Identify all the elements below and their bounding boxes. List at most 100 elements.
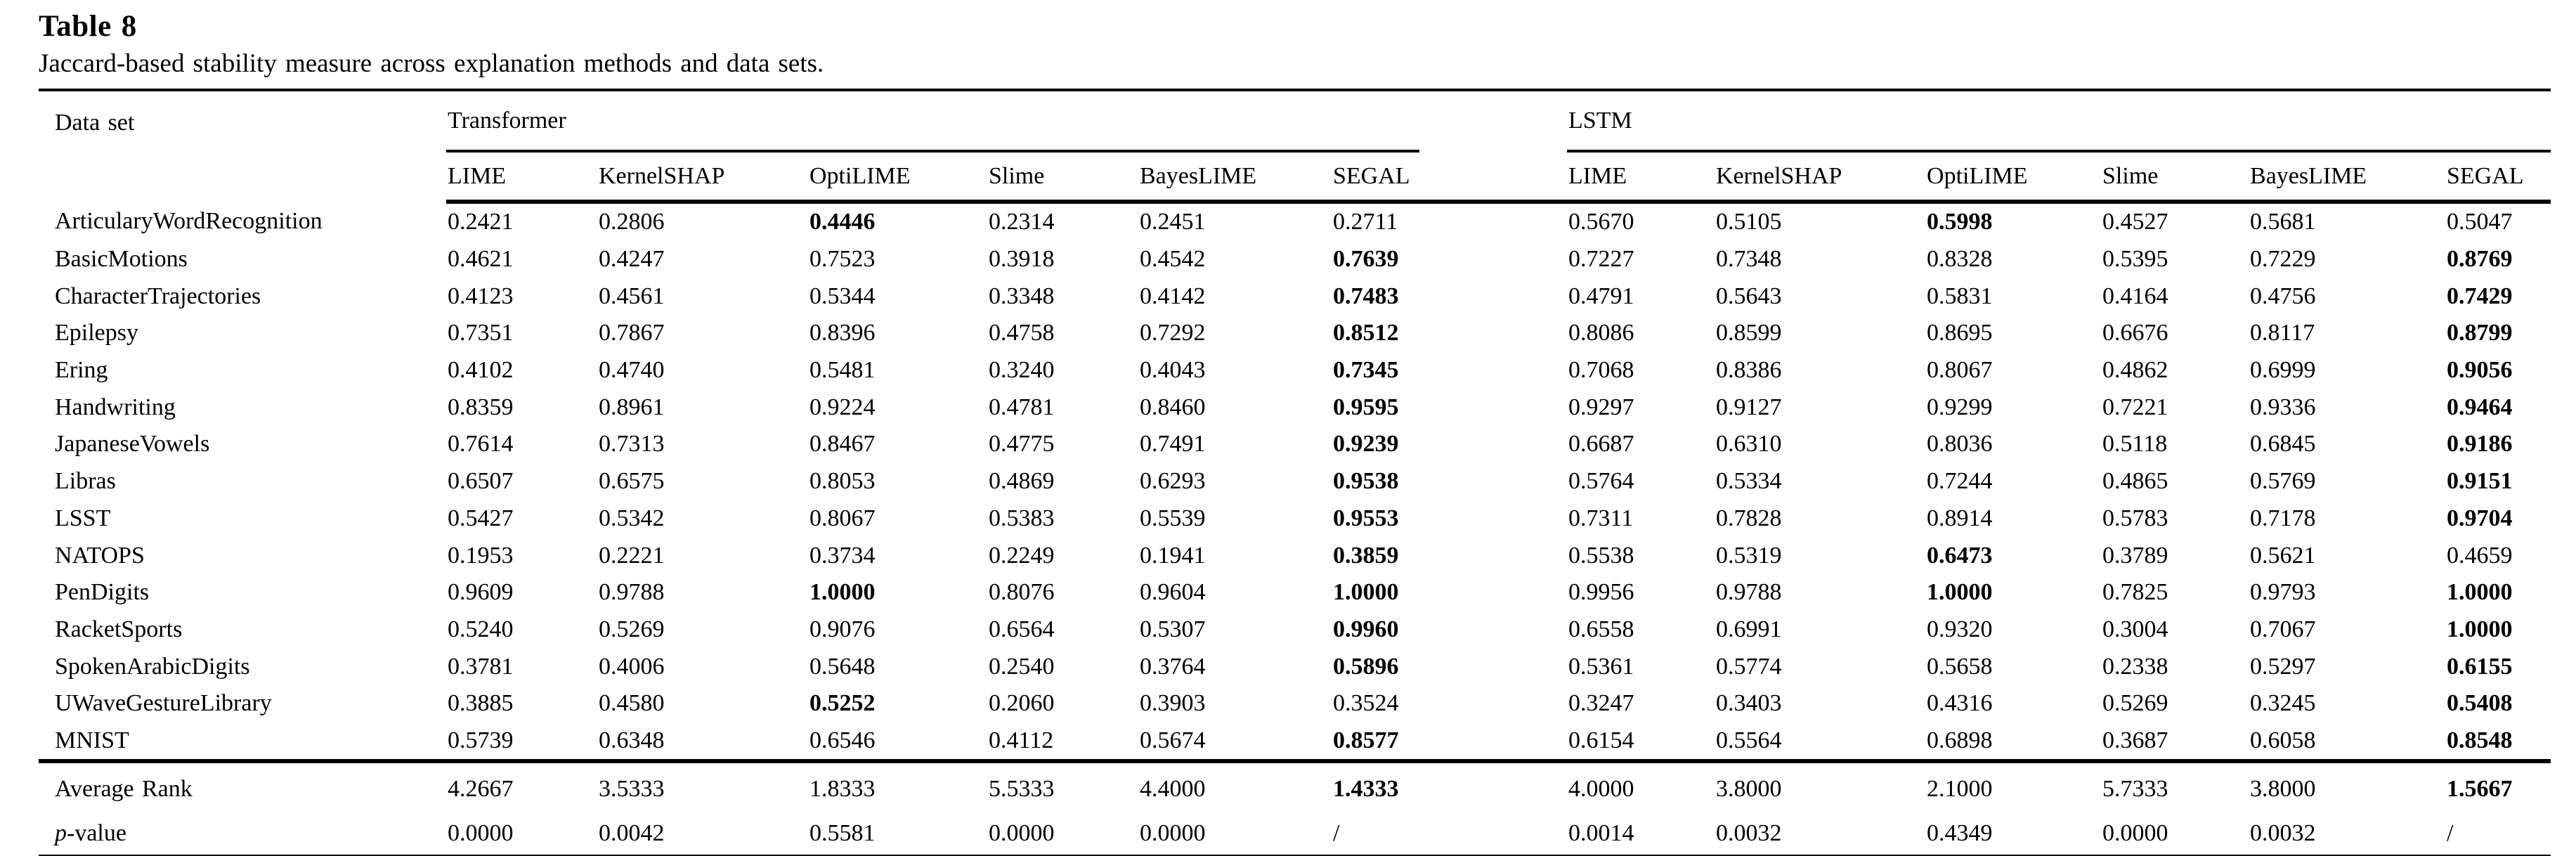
value-cell: 0.4791 (1568, 283, 1634, 309)
value-cell: 0.7614 (448, 431, 514, 458)
value-cell: 0.9320 (1927, 616, 1993, 642)
value-cell: 0.2711 (1333, 209, 1398, 235)
summary-value-cell: 0.0032 (1715, 812, 1926, 856)
value-cell: 0.5408 (2447, 690, 2513, 717)
value-cell: 1.0000 (2447, 616, 2513, 642)
value-cell: 0.7429 (2447, 283, 2513, 309)
value-cell: 0.1953 (448, 542, 514, 569)
group-header-transformer: Transformer (446, 90, 1567, 153)
summary-value-cell: 4.2667 (448, 776, 514, 803)
value-cell: 0.4142 (1140, 283, 1206, 309)
dataset-name-cell: RacketSports (55, 616, 183, 642)
table-row: MNIST 0.5739 0.6348 0.6546 0.4112 0.5674… (39, 722, 2551, 764)
dataset-name-cell: CharacterTrajectories (55, 283, 261, 309)
value-cell: 0.5118 (2102, 431, 2168, 458)
value-cell: 0.5764 (1568, 468, 1634, 495)
group-header-lstm: LSTM (1567, 90, 2551, 153)
table-row: Ering 0.4102 0.4740 0.5481 0.3240 0.4043… (39, 352, 2551, 389)
value-cell: 0.8695 (1927, 320, 1993, 346)
value-cell: 0.6845 (2250, 431, 2316, 458)
value-cell: 0.8086 (1568, 320, 1634, 346)
summary-value-cell: 4.0000 (1568, 776, 1634, 803)
value-cell: 0.9239 (1333, 431, 1399, 458)
col-transformer-optilime: OptiLIME (808, 153, 987, 204)
dataset-column-header: Data set (55, 110, 135, 136)
value-cell: 0.9186 (2447, 431, 2513, 458)
value-cell: 0.7068 (1568, 357, 1634, 384)
dataset-name-cell: NATOPS (55, 542, 145, 569)
table-row: Libras 0.6507 0.6575 0.8053 0.4869 0.629… (39, 463, 2551, 500)
value-cell: 0.8512 (1333, 320, 1399, 346)
table-body: ArticularyWordRecognition 0.2421 0.2806 … (39, 202, 2551, 764)
value-cell: 0.5383 (989, 505, 1055, 531)
value-cell: 0.4527 (2102, 209, 2168, 235)
value-cell: 0.4247 (599, 246, 665, 273)
value-cell: 0.7229 (2250, 246, 2316, 273)
value-cell: 0.2060 (989, 690, 1055, 717)
value-cell: 0.4112 (987, 722, 1138, 764)
value-cell: 0.5269 (2102, 690, 2168, 717)
value-cell: 0.5774 (1716, 653, 1782, 680)
value-cell: 0.4865 (2102, 468, 2168, 495)
table-caption: Jaccard-based stability measure across e… (39, 49, 824, 78)
value-cell: 0.7639 (1333, 246, 1399, 273)
dataset-name-cell: LSST (55, 505, 111, 531)
value-cell: 0.9553 (1333, 505, 1399, 531)
value-cell: 0.9224 (809, 394, 876, 420)
value-cell: 0.5681 (2250, 209, 2316, 235)
summary-label-italic: p (55, 820, 67, 847)
value-cell: 0.3781 (448, 653, 514, 680)
table-row: CharacterTrajectories 0.4123 0.4561 0.53… (39, 278, 2551, 315)
value-cell: 0.5539 (1140, 505, 1206, 531)
table-row: SpokenArabicDigits 0.3781 0.4006 0.5648 … (39, 648, 2551, 685)
value-cell: 0.8117 (2250, 320, 2315, 346)
value-cell: 0.7491 (1140, 431, 1206, 458)
value-cell: 0.8053 (809, 468, 876, 495)
value-cell: 0.4781 (989, 394, 1055, 420)
dataset-name-cell: Ering (55, 357, 108, 384)
value-cell: 0.3524 (1333, 690, 1399, 717)
summary-label: Average Rank (55, 776, 193, 803)
value-cell: 0.9076 (809, 616, 876, 642)
value-cell: 0.4446 (809, 209, 876, 235)
value-cell: 0.9336 (2250, 394, 2316, 420)
value-cell: 0.7292 (1140, 320, 1206, 346)
value-cell: 0.2540 (989, 653, 1055, 680)
value-cell: 0.4043 (1140, 357, 1206, 384)
dataset-name-cell: Handwriting (55, 394, 176, 420)
value-cell: 0.6293 (1140, 468, 1206, 495)
summary-value-cell: 1.8333 (809, 776, 876, 803)
value-cell: 0.5481 (809, 357, 876, 384)
dataset-name-cell: MNIST (39, 722, 446, 764)
summary-value-cell: 0.0000 (446, 812, 597, 856)
value-cell: 0.2314 (989, 209, 1055, 235)
value-cell: 0.8467 (809, 431, 876, 458)
value-cell: 0.9609 (448, 579, 514, 606)
value-cell: 0.3247 (1568, 690, 1634, 717)
value-cell: 0.8396 (809, 320, 876, 346)
value-cell: 0.5658 (1927, 653, 1993, 680)
summary-value-cell: 0.0000 (2101, 812, 2249, 856)
value-cell: 0.3403 (1716, 690, 1782, 717)
summary-label: -value (67, 820, 126, 847)
value-cell: 0.6687 (1568, 431, 1634, 458)
dataset-name-cell: UWaveGestureLibrary (55, 690, 272, 717)
value-cell: 0.4580 (599, 690, 665, 717)
value-cell: 0.5269 (599, 616, 665, 642)
table-row: PenDigits 0.9609 0.9788 1.0000 0.8076 0.… (39, 574, 2551, 611)
table-footer: Average Rank 4.2667 3.5333 1.8333 5.5333… (39, 761, 2551, 856)
summary-row: p-value 0.0000 0.0042 0.5581 0.0000 0.00… (39, 812, 2551, 856)
value-cell: 0.7178 (2250, 505, 2316, 531)
value-cell: 0.9960 (1333, 616, 1399, 642)
value-cell: 0.5538 (1568, 542, 1634, 569)
value-cell: 0.4756 (2250, 283, 2316, 309)
value-cell: 0.7867 (599, 320, 665, 346)
value-cell: 0.5621 (2250, 542, 2316, 569)
value-cell: 0.2451 (1140, 209, 1206, 235)
value-cell: 0.4561 (599, 283, 665, 309)
value-cell: 0.6546 (808, 722, 987, 764)
col-lstm-slime: Slime (2101, 153, 2249, 204)
dataset-name-cell: Epilepsy (55, 320, 138, 346)
value-cell: 0.9595 (1333, 394, 1399, 420)
value-cell: 0.5998 (1927, 209, 1993, 235)
